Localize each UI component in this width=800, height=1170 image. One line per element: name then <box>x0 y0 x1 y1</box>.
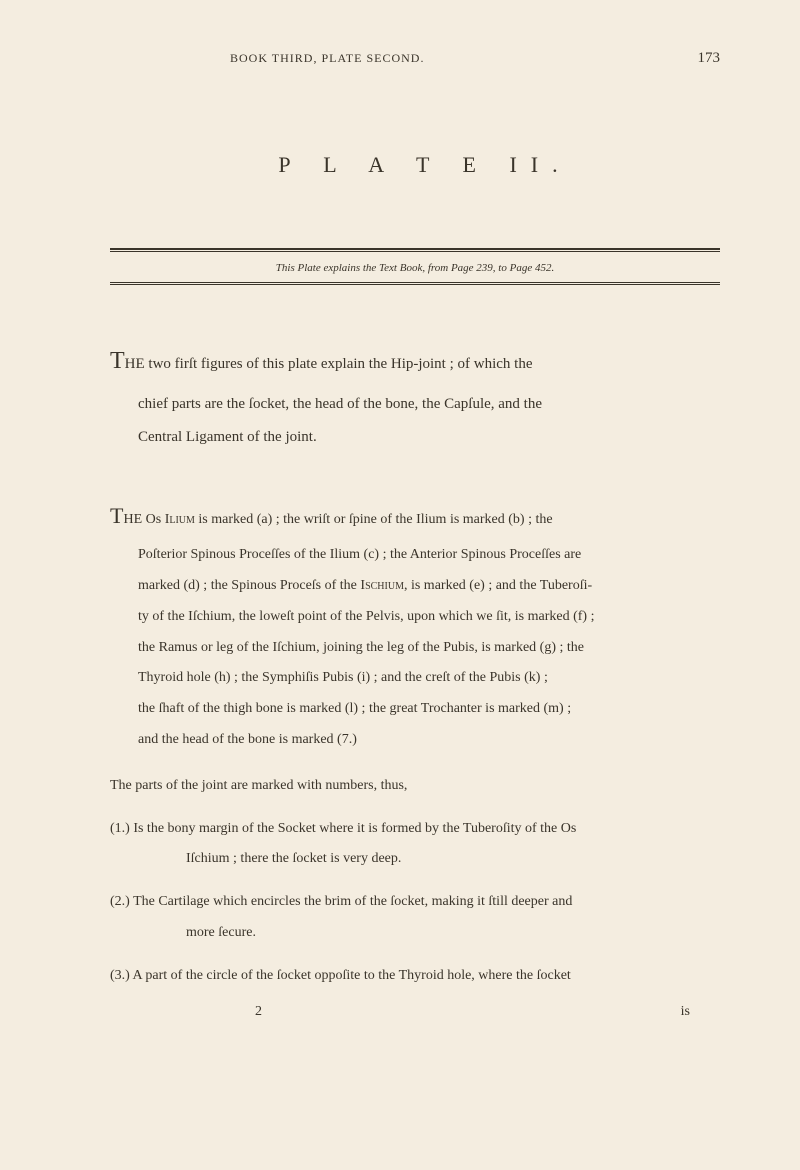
sig-mark: 2 <box>255 1004 262 1020</box>
main-line1-sc: Ilium <box>165 512 195 527</box>
list-item-3: (3.) A part of the circle of the ſocket … <box>110 961 720 992</box>
catchword: is <box>681 1004 690 1020</box>
main-paragraph: THE Os Ilium is marked (a) ; the wriſt o… <box>110 492 720 756</box>
intro-line1: HE two firſt figures of this plate expla… <box>125 356 533 372</box>
rule-bottom <box>110 282 720 285</box>
page-header: BOOK THIRD, PLATE SECOND. 173 <box>110 50 720 67</box>
list-item-1: (1.) Is the bony margin of the Socket wh… <box>110 814 720 876</box>
intro-line3: Central Ligament of the joint. <box>110 429 317 445</box>
intro-line2: chief parts are the ſocket, the head of … <box>110 396 542 412</box>
item3-line1: (3.) A part of the circle of the ſocket … <box>110 968 571 983</box>
main-line3a: marked (d) ; the Spinous Proceſs of the <box>110 578 360 593</box>
item1-line1: (1.) Is the bony margin of the Socket wh… <box>110 821 576 836</box>
main-line1b: is marked (a) ; the wriſt or ſpine of th… <box>195 512 553 527</box>
caption-block: This Plate explains the Text Book, from … <box>110 248 720 285</box>
main-line3b: , is marked (e) ; and the Tuberoſi- <box>404 578 592 593</box>
main-line1a: HE Os <box>123 512 164 527</box>
main-line5: the Ramus or leg of the Iſchium, joining… <box>110 640 584 655</box>
main-line4: ty of the Iſchium, the loweſt point of t… <box>110 609 594 624</box>
list-heading: The parts of the joint are marked with n… <box>110 771 720 802</box>
item2-line1: (2.) The Cartilage which encircles the b… <box>110 894 572 909</box>
main-dropcap: T <box>110 503 123 528</box>
main-line8: and the head of the bone is marked (7.) <box>110 732 357 747</box>
main-line6: Thyroid hole (h) ; the Symphiſis Pubis (… <box>110 670 548 685</box>
main-line7: the ſhaft of the thigh bone is marked (l… <box>110 701 571 716</box>
item1-line2: Iſchium ; there the ſocket is very deep. <box>138 851 401 866</box>
rule-top <box>110 248 720 252</box>
plate-title: P L A T E II. <box>130 152 720 178</box>
page-number: 173 <box>698 50 721 67</box>
intro-paragraph: THE two firſt figures of this plate expl… <box>110 335 720 454</box>
main-line3-sc: Ischium <box>360 578 404 593</box>
list-item-2: (2.) The Cartilage which encircles the b… <box>110 887 720 949</box>
trailing-row: 2 is <box>110 1004 720 1020</box>
item2-line2: more ſecure. <box>138 925 256 940</box>
caption-text: This Plate explains the Text Book, from … <box>110 262 720 274</box>
main-line2: Poſterior Spinous Proceſſes of the Ilium… <box>110 547 581 562</box>
intro-dropcap: T <box>110 348 125 374</box>
running-head: BOOK THIRD, PLATE SECOND. <box>230 51 424 66</box>
